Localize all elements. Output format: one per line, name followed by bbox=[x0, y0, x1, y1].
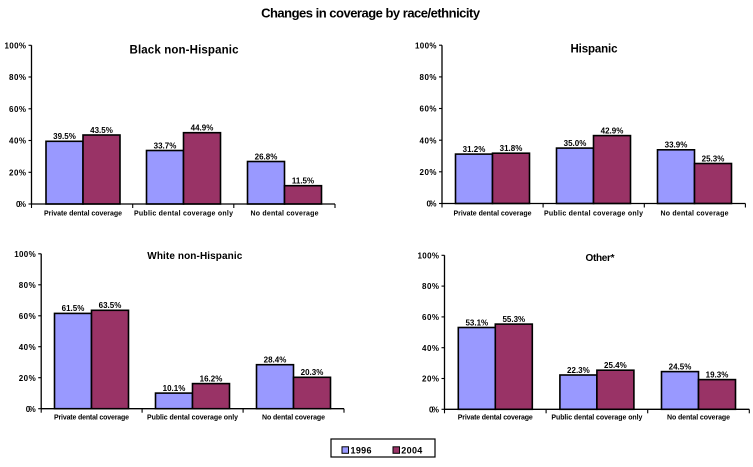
svg-text:100%: 100% bbox=[418, 251, 440, 260]
svg-text:0%: 0% bbox=[427, 200, 437, 209]
svg-text:Public dental coverage only: Public dental coverage only bbox=[147, 415, 238, 422]
svg-text:Private dental coverage: Private dental coverage bbox=[54, 415, 129, 422]
svg-text:20%: 20% bbox=[9, 168, 26, 177]
svg-text:Public dental coverage only: Public dental coverage only bbox=[544, 211, 643, 218]
svg-text:80%: 80% bbox=[9, 73, 26, 82]
svg-text:60%: 60% bbox=[19, 312, 36, 321]
svg-text:Private dental coverage: Private dental coverage bbox=[44, 211, 122, 218]
svg-text:22.3%: 22.3% bbox=[567, 366, 590, 375]
svg-text:Private dental coverage: Private dental coverage bbox=[458, 415, 533, 422]
svg-text:63.5%: 63.5% bbox=[99, 301, 122, 310]
svg-text:Changes in coverage by race/et: Changes in coverage by race/ethnicity bbox=[261, 5, 481, 20]
svg-text:26.8%: 26.8% bbox=[255, 152, 278, 161]
svg-text:No dental coverage: No dental coverage bbox=[661, 211, 729, 218]
svg-text:42.9%: 42.9% bbox=[601, 126, 624, 135]
svg-text:2004: 2004 bbox=[401, 445, 422, 455]
svg-text:39.5%: 39.5% bbox=[53, 132, 76, 141]
svg-text:31.8%: 31.8% bbox=[500, 144, 523, 153]
svg-text:43.5%: 43.5% bbox=[90, 126, 113, 135]
svg-text:35.0%: 35.0% bbox=[564, 139, 587, 148]
svg-text:Public dental coverage only: Public dental coverage only bbox=[134, 211, 233, 218]
svg-text:20%: 20% bbox=[19, 374, 36, 383]
svg-text:33.9%: 33.9% bbox=[665, 141, 688, 150]
svg-text:20.3%: 20.3% bbox=[301, 368, 324, 377]
svg-text:25.3%: 25.3% bbox=[702, 154, 725, 163]
svg-text:55.3%: 55.3% bbox=[502, 315, 525, 324]
svg-text:60%: 60% bbox=[420, 105, 437, 114]
svg-text:20%: 20% bbox=[420, 168, 437, 177]
svg-text:0%: 0% bbox=[26, 405, 36, 414]
svg-text:10.1%: 10.1% bbox=[163, 384, 186, 393]
svg-text:Hispanic: Hispanic bbox=[571, 43, 619, 55]
svg-text:White non-Hispanic: White non-Hispanic bbox=[147, 251, 242, 262]
svg-text:80%: 80% bbox=[420, 73, 437, 82]
svg-text:100%: 100% bbox=[14, 250, 36, 259]
svg-text:53.1%: 53.1% bbox=[465, 318, 488, 327]
svg-text:60%: 60% bbox=[422, 313, 439, 322]
svg-text:100%: 100% bbox=[5, 41, 27, 50]
svg-text:No dental coverage: No dental coverage bbox=[262, 415, 325, 422]
svg-text:44.9%: 44.9% bbox=[191, 124, 214, 133]
svg-text:0%: 0% bbox=[16, 200, 26, 209]
svg-text:Black non-Hispanic: Black non-Hispanic bbox=[130, 44, 240, 56]
svg-text:100%: 100% bbox=[415, 41, 437, 50]
svg-text:80%: 80% bbox=[19, 281, 36, 290]
svg-text:16.2%: 16.2% bbox=[200, 374, 223, 383]
svg-text:0%: 0% bbox=[429, 405, 439, 414]
svg-text:28.4%: 28.4% bbox=[264, 356, 287, 365]
svg-text:19.3%: 19.3% bbox=[706, 370, 729, 379]
svg-text:60%: 60% bbox=[9, 105, 26, 114]
svg-text:Other*: Other* bbox=[586, 253, 615, 264]
svg-text:61.5%: 61.5% bbox=[62, 304, 85, 313]
svg-text:40%: 40% bbox=[420, 136, 437, 145]
svg-text:40%: 40% bbox=[19, 343, 36, 352]
svg-text:25.4%: 25.4% bbox=[604, 361, 627, 370]
svg-text:24.5%: 24.5% bbox=[669, 362, 692, 371]
svg-text:No dental coverage: No dental coverage bbox=[667, 415, 730, 422]
svg-text:40%: 40% bbox=[422, 344, 439, 353]
svg-text:Public dental coverage only: Public dental coverage only bbox=[551, 415, 642, 422]
svg-text:40%: 40% bbox=[9, 137, 26, 146]
svg-text:20%: 20% bbox=[422, 375, 439, 384]
svg-text:Private dental coverage: Private dental coverage bbox=[454, 211, 532, 218]
svg-text:No dental coverage: No dental coverage bbox=[251, 211, 319, 218]
svg-text:1996: 1996 bbox=[351, 445, 372, 455]
svg-text:11.5%: 11.5% bbox=[292, 177, 314, 186]
svg-text:80%: 80% bbox=[422, 282, 439, 291]
svg-text:31.2%: 31.2% bbox=[463, 145, 486, 154]
svg-text:33.7%: 33.7% bbox=[154, 141, 177, 150]
